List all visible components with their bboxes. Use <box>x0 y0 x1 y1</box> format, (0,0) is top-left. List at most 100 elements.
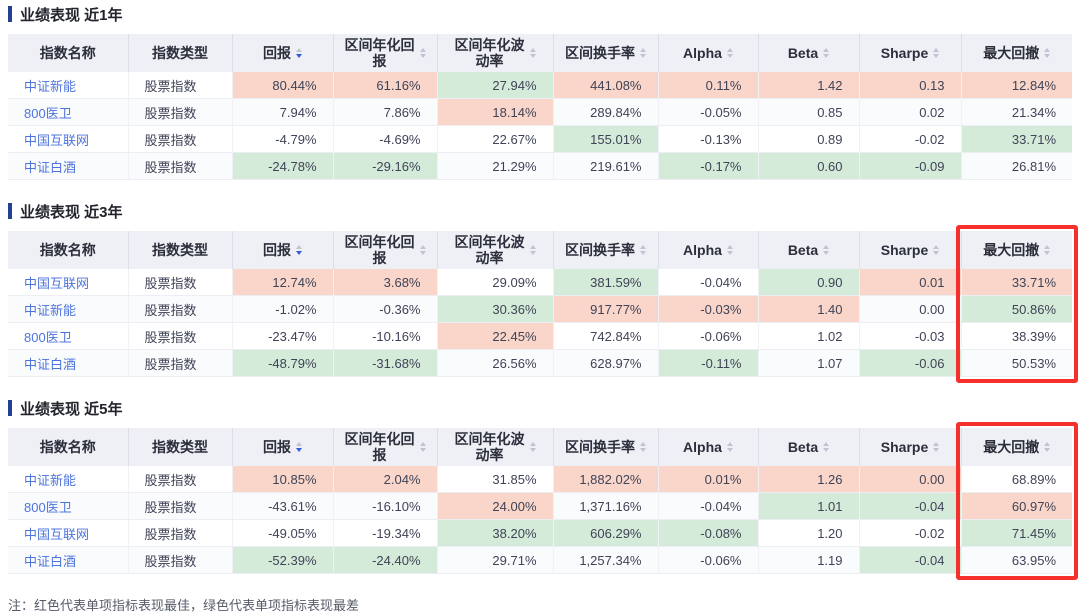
index-name-cell: 中国互联网 <box>8 519 129 547</box>
column-header-label: Alpha <box>683 44 722 61</box>
index-name-link[interactable]: 800医卫 <box>24 105 72 121</box>
turnover-cell: 441.08% <box>553 72 659 99</box>
column-header-label: 区间年化回报 <box>344 233 415 266</box>
beta-cell: 1.20 <box>758 519 860 547</box>
index-name-link[interactable]: 中证白酒 <box>24 159 77 175</box>
alpha-cell: -0.13% <box>658 125 759 153</box>
sort-carets-icon[interactable] <box>296 245 302 255</box>
column-header-max-drawdown[interactable]: 最大回撤 <box>961 428 1072 466</box>
alpha-cell: -0.04% <box>658 492 759 520</box>
caret-up-icon <box>296 245 302 249</box>
sort-carets-icon[interactable] <box>640 48 646 58</box>
column-header-alpha[interactable]: Alpha <box>658 34 759 72</box>
max-drawdown-cell: 33.71% <box>961 269 1072 296</box>
return-cell: -23.47% <box>232 322 334 350</box>
column-header-return[interactable]: 回报 <box>232 231 334 269</box>
column-header-alpha[interactable]: Alpha <box>658 428 759 466</box>
sort-carets-icon[interactable] <box>823 245 830 255</box>
index-name-link[interactable]: 中证新能 <box>24 78 77 94</box>
beta-cell: 1.19 <box>758 546 860 574</box>
column-header-index-type: 指数类型 <box>128 428 233 466</box>
index-name-link[interactable]: 中国互联网 <box>24 526 90 542</box>
column-header-label: Sharpe <box>880 241 929 258</box>
sort-carets-icon[interactable] <box>726 245 733 255</box>
caret-up-icon <box>419 442 426 446</box>
sharpe-cell: -0.02 <box>859 519 962 547</box>
column-header-index-name: 指数名称 <box>8 428 129 466</box>
column-header-alpha[interactable]: Alpha <box>658 231 759 269</box>
sort-carets-icon[interactable] <box>419 48 426 58</box>
sharpe-cell: -0.04 <box>859 492 962 520</box>
sort-carets-icon[interactable] <box>726 48 733 58</box>
sort-carets-icon[interactable] <box>529 442 536 452</box>
turnover-cell: 1,371.16% <box>553 492 659 520</box>
sort-carets-icon[interactable] <box>419 442 426 452</box>
column-header-annualized-return[interactable]: 区间年化回报 <box>333 428 438 466</box>
column-header-beta[interactable]: Beta <box>758 231 860 269</box>
column-header-annualized-volatility[interactable]: 区间年化波动率 <box>437 34 554 72</box>
column-header-label: Beta <box>787 438 819 455</box>
index-name-link[interactable]: 中国互联网 <box>24 132 90 148</box>
annualized-volatility-cell: 22.45% <box>437 322 554 350</box>
column-header-turnover[interactable]: 区间换手率 <box>553 428 659 466</box>
column-header-label: 区间换手率 <box>565 44 635 61</box>
beta-cell: 1.42 <box>758 72 860 99</box>
sort-carets-icon[interactable] <box>1044 245 1051 255</box>
sort-carets-icon[interactable] <box>933 48 940 58</box>
index-name-cell: 中证白酒 <box>8 152 129 180</box>
beta-cell: 0.90 <box>758 269 860 296</box>
sort-carets-icon[interactable] <box>419 245 426 255</box>
sort-carets-icon[interactable] <box>529 48 536 58</box>
index-name-link[interactable]: 中证新能 <box>24 302 77 318</box>
return-cell: 12.74% <box>232 269 334 296</box>
sort-carets-icon[interactable] <box>296 442 302 452</box>
caret-up-icon <box>823 245 830 249</box>
column-header-sharpe[interactable]: Sharpe <box>859 428 962 466</box>
max-drawdown-cell: 50.86% <box>961 295 1072 323</box>
column-header-return[interactable]: 回报 <box>232 34 334 72</box>
sort-carets-icon[interactable] <box>1044 442 1051 452</box>
sort-carets-icon[interactable] <box>823 442 830 452</box>
column-header-turnover[interactable]: 区间换手率 <box>553 231 659 269</box>
index-name-link[interactable]: 800医卫 <box>24 329 72 345</box>
sort-carets-icon[interactable] <box>640 245 646 255</box>
column-header-sharpe[interactable]: Sharpe <box>859 34 962 72</box>
column-header-annualized-return[interactable]: 区间年化回报 <box>333 231 438 269</box>
caret-down-icon <box>529 448 536 452</box>
column-header-sharpe[interactable]: Sharpe <box>859 231 962 269</box>
column-header-label: Beta <box>787 44 819 61</box>
caret-down-icon <box>933 54 940 58</box>
index-name-link[interactable]: 中证白酒 <box>24 356 77 372</box>
sort-carets-icon[interactable] <box>529 245 536 255</box>
sharpe-cell: -0.09 <box>859 152 962 180</box>
column-header-label: 区间年化波动率 <box>454 430 525 463</box>
turnover-cell: 917.77% <box>553 295 659 323</box>
column-header-annualized-return[interactable]: 区间年化回报 <box>333 34 438 72</box>
column-header-annualized-volatility[interactable]: 区间年化波动率 <box>437 231 554 269</box>
sort-carets-icon[interactable] <box>296 48 302 58</box>
sort-carets-icon[interactable] <box>726 442 733 452</box>
sort-carets-icon[interactable] <box>933 245 940 255</box>
max-drawdown-cell: 68.89% <box>961 466 1072 493</box>
column-header-max-drawdown[interactable]: 最大回撤 <box>961 34 1072 72</box>
caret-down-icon <box>823 54 830 58</box>
sort-carets-icon[interactable] <box>1044 48 1051 58</box>
column-header-beta[interactable]: Beta <box>758 34 860 72</box>
column-header-annualized-volatility[interactable]: 区间年化波动率 <box>437 428 554 466</box>
index-name-link[interactable]: 中证新能 <box>24 472 77 488</box>
column-header-beta[interactable]: Beta <box>758 428 860 466</box>
caret-down-icon <box>823 251 830 255</box>
index-name-link[interactable]: 800医卫 <box>24 499 72 515</box>
column-header-max-drawdown[interactable]: 最大回撤 <box>961 231 1072 269</box>
sort-carets-icon[interactable] <box>640 442 646 452</box>
sort-carets-icon[interactable] <box>933 442 940 452</box>
caret-up-icon <box>933 245 940 249</box>
table-row: 中证新能 股票指数 80.44% 61.16% 27.94% 441.08% 0.11% 1.… <box>8 72 1072 99</box>
column-header-return[interactable]: 回报 <box>232 428 334 466</box>
sort-carets-icon[interactable] <box>823 48 830 58</box>
index-name-link[interactable]: 中证白酒 <box>24 553 77 569</box>
index-name-link[interactable]: 中国互联网 <box>24 275 90 291</box>
column-header-turnover[interactable]: 区间换手率 <box>553 34 659 72</box>
column-header-label: Alpha <box>683 241 722 258</box>
max-drawdown-cell: 21.34% <box>961 98 1072 126</box>
